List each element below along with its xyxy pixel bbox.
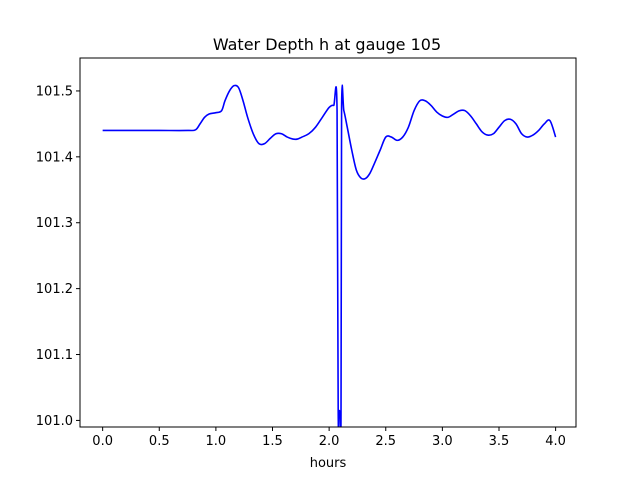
y-tick-label: 101.2 [36, 282, 73, 297]
series-line [102, 84, 557, 427]
series-layer [102, 84, 557, 427]
x-tick-label: 1.0 [206, 434, 227, 449]
y-tick-label: 101.4 [36, 150, 73, 165]
x-axis: 0.0 0.5 1.0 1.5 2.0 2.5 3.0 3.5 4.0 [92, 427, 566, 449]
x-tick-label: 0.0 [92, 434, 113, 449]
y-tick-label: 101.5 [36, 84, 73, 99]
x-tick-label: 3.0 [432, 434, 453, 449]
x-tick-label: 2.5 [375, 434, 396, 449]
x-tick-label: 4.0 [545, 434, 566, 449]
x-tick-label: 2.0 [319, 434, 340, 449]
y-tick-label: 101.0 [36, 414, 73, 429]
y-tick-label: 101.3 [36, 216, 73, 231]
y-tick-label: 101.1 [36, 348, 73, 363]
y-axis: 101.0 101.1 101.2 101.3 101.4 101.5 [36, 84, 80, 429]
x-tick-label: 1.5 [262, 434, 283, 449]
chart-title: Water Depth h at gauge 105 [213, 35, 441, 54]
x-tick-label: 0.5 [149, 434, 170, 449]
x-tick-label: 3.5 [489, 434, 510, 449]
plot-frame [79, 57, 577, 428]
x-axis-label: hours [310, 456, 347, 471]
